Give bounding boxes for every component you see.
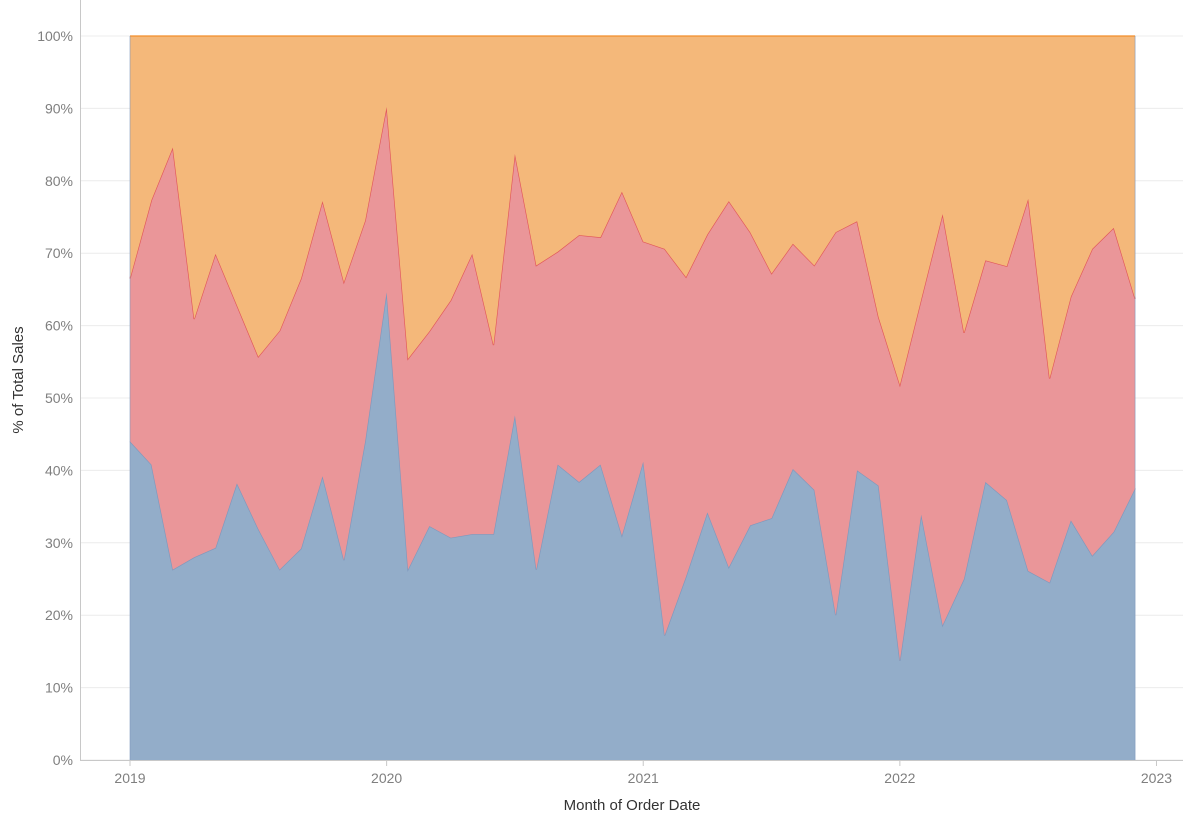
x-tick-label: 2020: [371, 770, 402, 786]
y-tick-label: 10%: [45, 680, 73, 696]
y-tick-label: 40%: [45, 462, 73, 478]
axes: [80, 0, 1183, 761]
y-tick-label: 20%: [45, 607, 73, 623]
y-tick-label: 0%: [53, 752, 73, 768]
x-tick-label: 2022: [884, 770, 915, 786]
y-tick-label: 70%: [45, 245, 73, 261]
x-axis-title: Month of Order Date: [564, 797, 701, 814]
area-segment-lower: [130, 292, 1136, 760]
area-segment-middle: [130, 107, 1136, 661]
y-tick-label: 50%: [45, 390, 73, 406]
y-tick-labels: 0% 10% 20% 30% 40% 50% 60% 70% 80% 90% 100%: [37, 28, 73, 768]
y-tick-label: 30%: [45, 535, 73, 551]
y-tick-label: 80%: [45, 173, 73, 189]
area-segment-upper: [130, 36, 1136, 385]
y-tick-label: 100%: [37, 28, 73, 44]
x-tick-labels: 2019 2020 2021 2022 2023: [114, 760, 1172, 786]
x-tick-label: 2019: [114, 770, 145, 786]
y-axis-title: % of Total Sales: [10, 326, 27, 433]
y-tick-label: 60%: [45, 318, 73, 334]
x-tick-label: 2023: [1141, 770, 1172, 786]
x-tick-label: 2021: [628, 770, 659, 786]
y-tick-label: 90%: [45, 100, 73, 116]
stacked-areas: [129, 35, 1136, 760]
